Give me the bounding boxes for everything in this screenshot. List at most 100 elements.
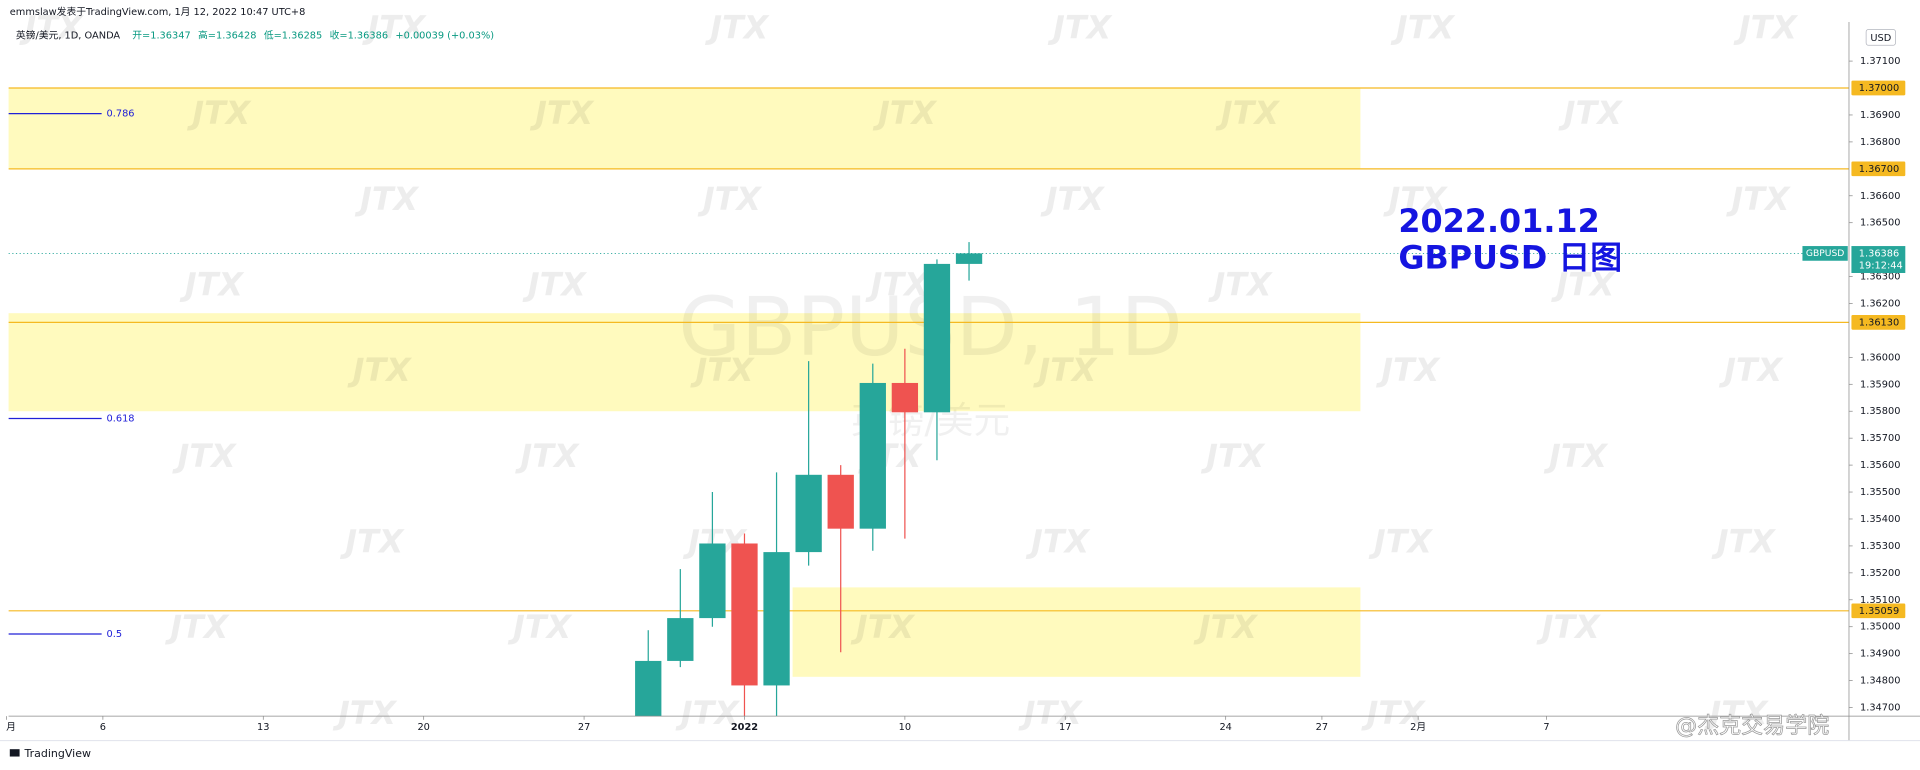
logo-watermark: JTX [354, 180, 420, 218]
logo-watermark: JTX [675, 694, 741, 732]
ohlc-item: 开=1.36347 [132, 31, 190, 42]
x-tick-label: 2022 [731, 722, 758, 733]
logo-watermark: JTX [1733, 8, 1799, 46]
level-tag [1851, 80, 1906, 96]
logo-watermark: JTX [1703, 694, 1769, 732]
logo-watermark: JTX [186, 94, 252, 132]
level-tag-label: 1.37000 [1859, 83, 1899, 94]
ohlc-item: 高=1.36428 [198, 29, 256, 42]
x-tick-label: 月 [6, 721, 16, 733]
y-tick-label: 1.36000 [1860, 352, 1900, 363]
candle-body [827, 474, 854, 529]
logo-watermark: JTX [1718, 351, 1784, 389]
x-tick-label: 7 [1543, 722, 1549, 733]
y-tick-label: 1.35800 [1860, 406, 1900, 417]
x-tick-label: 17 [1059, 722, 1071, 733]
logo-watermark: JTX [164, 608, 230, 646]
logo-watermark: JTX [507, 608, 573, 646]
y-tick-label: 1.35900 [1860, 379, 1900, 390]
level-tag [1851, 315, 1906, 330]
logo-watermark: JTX [690, 351, 756, 389]
candle-body [667, 618, 694, 661]
y-tick-label: 1.36600 [1860, 191, 1900, 202]
candle-body [699, 543, 726, 619]
logo-watermark: JTX [1040, 180, 1106, 218]
logo-watermark: JTX [1193, 608, 1259, 646]
level-tag-label: 1.35059 [1859, 606, 1899, 617]
logo-watermark: JTX [1550, 265, 1616, 303]
y-tick-label: 1.35300 [1860, 541, 1900, 552]
countdown: 19:12:44 [1859, 261, 1903, 272]
y-tick-label: 1.34900 [1860, 649, 1900, 660]
ohlc-item: +0.00039 (+0.03%) [395, 31, 494, 42]
ohlc-item: 低=1.36285 [264, 29, 322, 42]
logo-watermark: JTX [529, 94, 595, 132]
candle-body [795, 474, 822, 553]
logo-watermark: JTX [179, 265, 245, 303]
logo-watermark: JTX [865, 265, 931, 303]
logo-watermark: JTX [1032, 351, 1098, 389]
logo-watermark: JTX [1361, 694, 1427, 732]
logo-watermark: JTX [850, 608, 916, 646]
logo-watermark: JTX [1368, 523, 1434, 561]
fib-label: 0.786 [107, 109, 135, 120]
candle-body [763, 552, 790, 686]
logo-watermark: JTX [1536, 608, 1602, 646]
fib-label: 0.5 [107, 629, 123, 640]
y-tick-label: 1.36900 [1860, 110, 1900, 121]
brand: TradingView [23, 747, 90, 760]
y-tick-label: 1.35100 [1860, 595, 1900, 606]
ohlc-item: 收=1.36386 [330, 29, 388, 42]
y-tick-label: 1.37100 [1860, 56, 1900, 67]
logo-watermark: JTX [872, 94, 938, 132]
y-tick-label: 1.35000 [1860, 622, 1900, 633]
price-tag-label: 1.36386 [1859, 248, 1899, 259]
y-tick-label: 1.36300 [1860, 272, 1900, 283]
logo-watermark: JTX [1725, 180, 1791, 218]
x-tick-label: 6 [100, 722, 106, 733]
logo-watermark: JTX [332, 694, 398, 732]
logo-watermark: JTX [1390, 8, 1456, 46]
x-tick-label: 27 [578, 722, 590, 733]
candle-body [859, 382, 886, 529]
y-tick-label: 1.35200 [1860, 568, 1900, 579]
candle-body [955, 253, 983, 264]
level-tag-label: 1.36130 [1859, 317, 1899, 328]
logo-watermark: JTX [704, 8, 770, 46]
candle-body [635, 660, 662, 717]
fib-label: 0.618 [107, 414, 135, 425]
logo-watermark: JTX [522, 265, 588, 303]
symbol-line: 英镑/美元, 1D, OANDA [16, 29, 121, 42]
logo-watermark: JTX [1543, 437, 1609, 475]
x-tick-label: 2月 [1410, 721, 1426, 733]
currency-box [1865, 29, 1896, 46]
logo-watermark: JTX [1711, 523, 1777, 561]
logo-watermark: JTX [1047, 8, 1113, 46]
y-tick-label: 1.36800 [1860, 137, 1900, 148]
zones-layer [8, 88, 1361, 677]
logo-watermark: JTX [1375, 351, 1441, 389]
symbol-tag-label: GBPUSD [1806, 248, 1845, 259]
price-zone [792, 587, 1361, 677]
price-tag [1851, 246, 1906, 273]
x-tick-label: 20 [417, 722, 429, 733]
logo-watermark: JTX [172, 437, 238, 475]
logo-watermark: JTX [1558, 94, 1624, 132]
candle-body [891, 382, 919, 413]
logo-watermark: JTX [1207, 265, 1273, 303]
y-tick-label: 1.36200 [1860, 299, 1900, 310]
level-tag-label: 1.36700 [1859, 164, 1899, 175]
plot-layer: 0.786 0.618 0.5 [8, 87, 1849, 717]
logo-watermark: JTX [1025, 523, 1091, 561]
author-line: emmslaw发表于TradingView.com, 1月 12, 2022 1… [10, 5, 306, 18]
level-tag [1851, 161, 1906, 177]
annotation: 2022.01.12 [1398, 202, 1599, 240]
candle-body [923, 263, 951, 413]
axes-layer: 1.34700 1.34800 1.34900 1.35000 1.35100 1.352… [0, 22, 1920, 742]
price-zone [8, 313, 1361, 412]
x-tick-label: 27 [1316, 722, 1328, 733]
logo-watermark: JTX [514, 437, 580, 475]
ohlc-legend: 开=1.36347 高=1.36428 低=1.36285 收=1.36386 +0.0… [132, 29, 494, 42]
y-tick-label: 1.36500 [1860, 218, 1900, 229]
